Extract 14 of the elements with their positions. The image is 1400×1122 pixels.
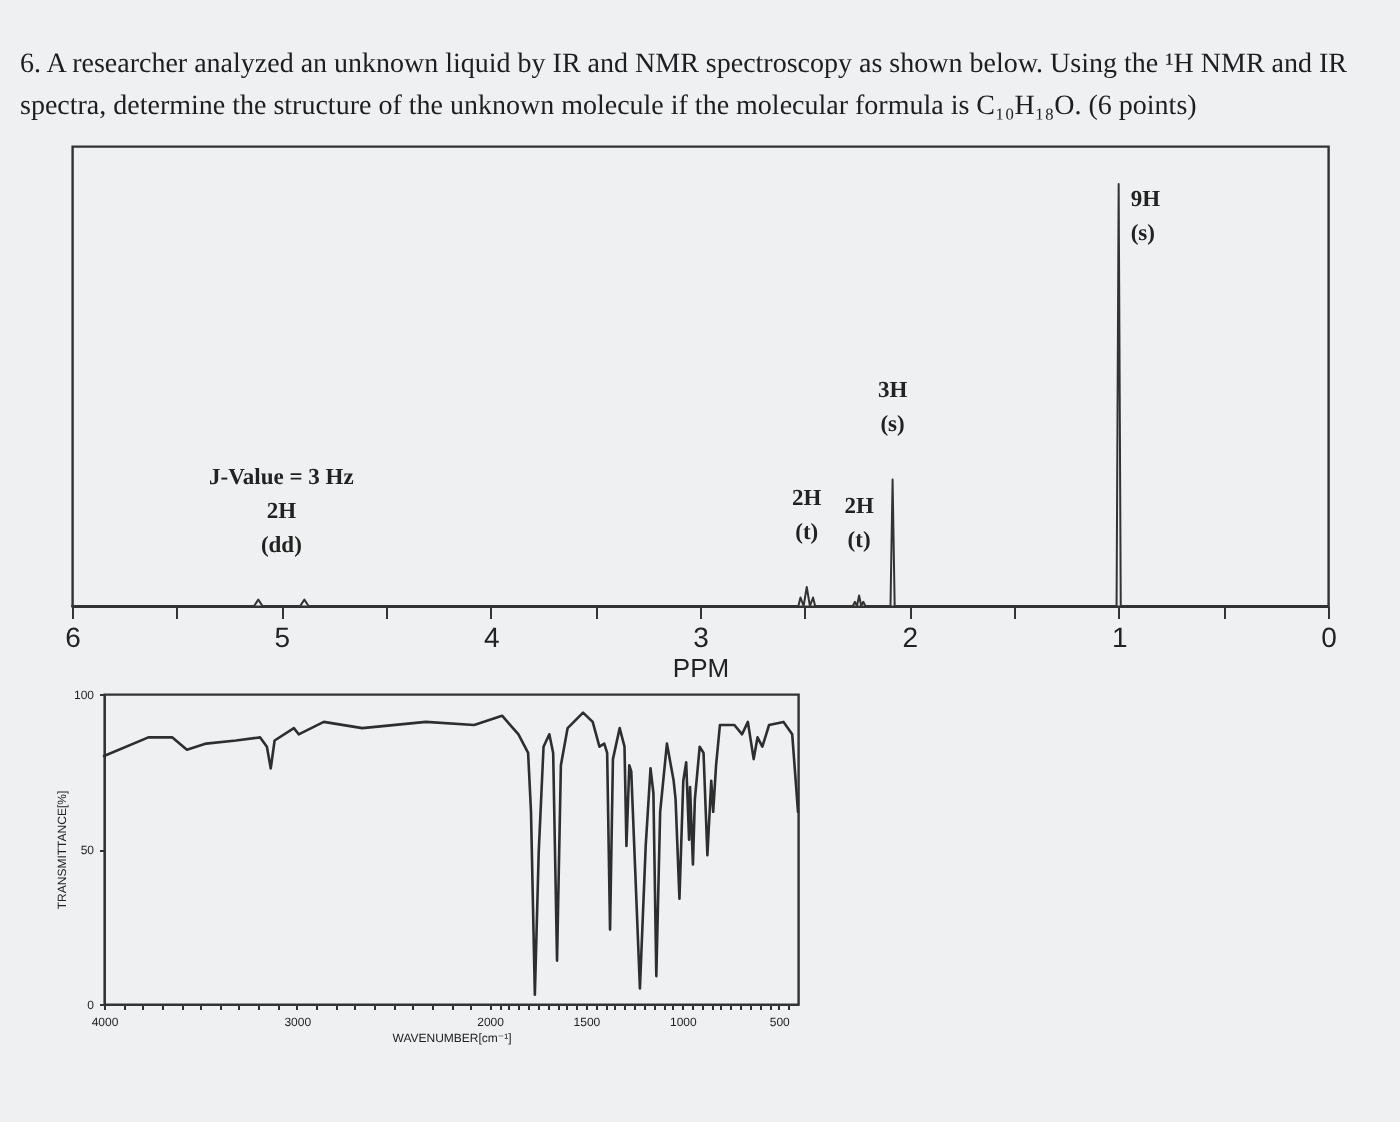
- x-tick-label: 2: [902, 621, 919, 653]
- annotation: 3H (s): [877, 379, 908, 438]
- annotation: 2H (t): [844, 495, 874, 554]
- x-tick-label: 3: [693, 621, 710, 653]
- annotation: 2H (t): [792, 487, 822, 546]
- x-axis-title: PPM: [672, 653, 730, 683]
- annotation: J-Value = 3 Hz 2H (dd): [209, 465, 354, 558]
- annotation: 9H (s): [1130, 188, 1161, 246]
- chart-title: 6. A researcher analyzed an unknown liquid by IR and NMR spectroscopy as shown below. Using the ¹H NMR and IR spectra, determine the structure of the unknown molecule if the molecular formula is C₁₀H₁₈O. (6 points): [20, 50, 1349, 122]
- x-tick-label: 0: [1321, 621, 1338, 653]
- x-tick-label: 5: [274, 621, 291, 653]
- x-tick-label: 1: [1111, 621, 1128, 653]
- x-tick-label: 6: [65, 621, 82, 653]
- x-tick-label: 4: [483, 621, 500, 653]
